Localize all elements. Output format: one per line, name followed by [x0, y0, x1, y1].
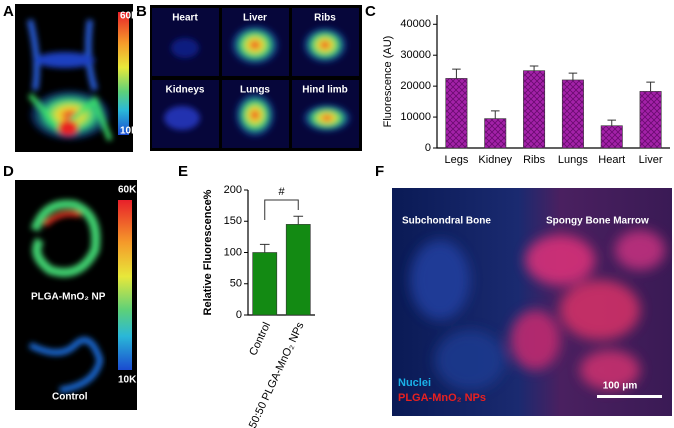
- x-tick-label: Lungs: [558, 154, 588, 166]
- panel-d-image: 60K 10K PLGA-MnO₂ NP Control: [15, 180, 137, 410]
- tile-label: Ribs: [314, 13, 336, 24]
- scale-bar-label: 100 μm: [603, 381, 638, 392]
- bar: [523, 70, 546, 149]
- panel-letter: B: [136, 3, 147, 20]
- bar: [445, 78, 468, 149]
- panel-letter: E: [178, 163, 188, 180]
- tile-label: Heart: [172, 13, 198, 24]
- x-tick-label: Legs: [444, 154, 468, 166]
- y-tick-label: 20000: [400, 80, 431, 92]
- region-label: Subchondral Bone: [402, 216, 491, 227]
- y-tick-label: 30000: [400, 49, 431, 61]
- tile-label: Liver: [243, 13, 267, 24]
- panel-letter: A: [3, 3, 14, 20]
- y-tick-label: 50: [230, 278, 242, 290]
- colorbar-label: 10K: [120, 126, 139, 137]
- tile-label: Kidneys: [166, 85, 205, 96]
- colorbar-label: 10K: [118, 375, 137, 386]
- bar: [561, 79, 584, 149]
- panel-letter: C: [365, 3, 376, 20]
- axis: [436, 15, 670, 149]
- sample-label: PLGA-MnO₂ NP: [31, 292, 106, 303]
- panel-letter: F: [375, 163, 384, 180]
- tile-label: Hind limb: [302, 85, 348, 96]
- y-tick-label: 0: [425, 142, 431, 154]
- panel-letter: D: [3, 163, 14, 180]
- error-bar: [646, 81, 655, 92]
- legend-nuclei: Nuclei: [398, 377, 431, 389]
- x-tick-label: Heart: [598, 154, 625, 166]
- scale-bar: [597, 395, 662, 398]
- region-label: Spongy Bone Marrow: [546, 216, 649, 227]
- bar: [639, 91, 662, 149]
- error-bar: [568, 72, 578, 80]
- error-bar: [490, 110, 500, 119]
- y-tick-label: 40000: [400, 18, 431, 30]
- significance-bracket: [264, 199, 299, 220]
- y-tick-label: 200: [224, 184, 242, 196]
- error-bar: [529, 65, 539, 71]
- significance-label: #: [278, 186, 285, 198]
- x-tick-label: Liver: [639, 154, 663, 166]
- bar: [252, 252, 278, 316]
- bar: [285, 224, 311, 316]
- panel-f-image: Subchondral Bone Spongy Bone Marrow Nucl…: [392, 188, 672, 416]
- y-axis-label: Relative Fluorescence%: [202, 189, 214, 315]
- bar: [484, 118, 507, 149]
- legend-particles: PLGA-MnO₂ NPs: [398, 392, 486, 404]
- y-tick-label: 10000: [400, 111, 431, 123]
- tile-label: Lungs: [240, 85, 270, 96]
- colorbar-label: 60K: [118, 185, 137, 196]
- colorbar-label: 60K: [120, 11, 139, 22]
- bar: [600, 125, 623, 149]
- y-tick-label: 150: [224, 215, 242, 227]
- x-tick-label: Ribs: [523, 154, 546, 166]
- y-tick-label: 100: [224, 246, 242, 258]
- error-bar: [293, 215, 304, 225]
- error-bar: [452, 68, 461, 79]
- y-axis-label: Fluorescence (AU): [382, 36, 394, 128]
- control-label: Control: [52, 392, 88, 403]
- x-tick-label: Kidney: [478, 154, 512, 166]
- panel-a-image: 60K 10K: [15, 4, 139, 152]
- error-bar: [259, 243, 270, 253]
- error-bar: [607, 119, 617, 126]
- panel-b-image: Heart Liver Ribs Kidneys Lungs Hind limb: [150, 5, 362, 151]
- x-tick-label: Control: [247, 320, 273, 357]
- y-tick-label: 0: [236, 309, 242, 321]
